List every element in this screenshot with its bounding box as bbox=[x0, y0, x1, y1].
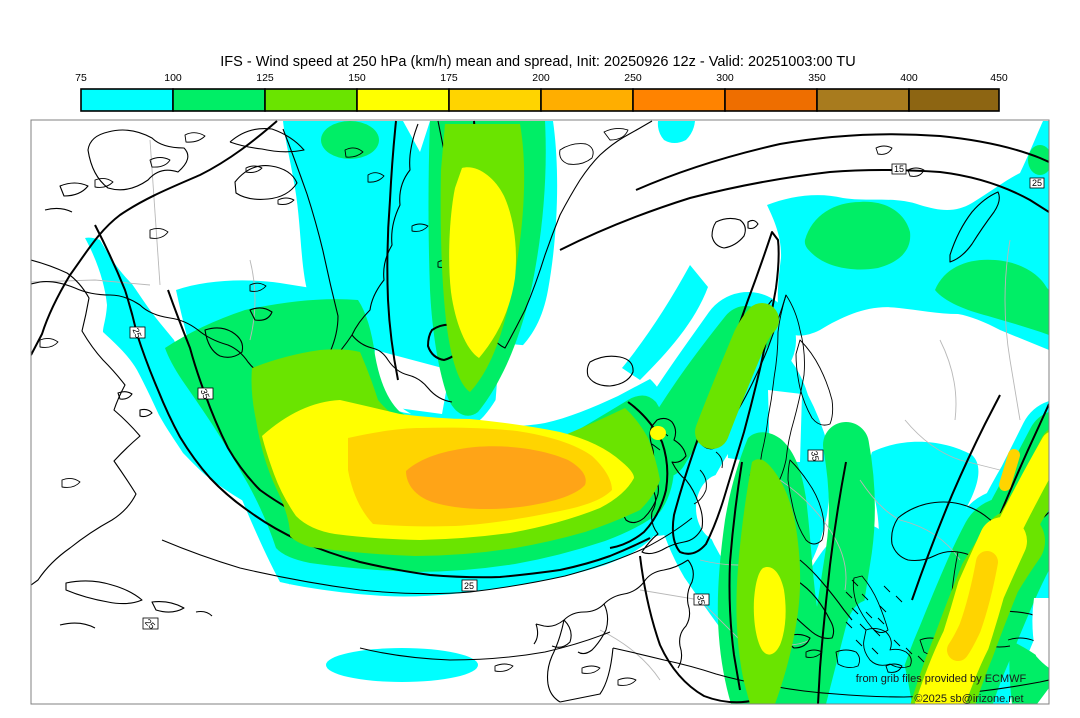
svg-text:125: 125 bbox=[256, 72, 274, 84]
svg-text:150: 150 bbox=[348, 72, 366, 84]
svg-text:35: 35 bbox=[695, 594, 707, 606]
svg-text:300: 300 bbox=[716, 72, 734, 84]
svg-text:250: 250 bbox=[624, 72, 642, 84]
svg-text:IFS - Wind speed at 250 hPa (k: IFS - Wind speed at 250 hPa (km/h) mean … bbox=[220, 54, 855, 70]
svg-text:35: 35 bbox=[809, 450, 821, 462]
svg-text:©2025 sb@irizone.net: ©2025 sb@irizone.net bbox=[914, 693, 1023, 705]
svg-text:100: 100 bbox=[164, 72, 182, 84]
svg-text:25: 25 bbox=[464, 581, 474, 591]
svg-text:25: 25 bbox=[130, 326, 143, 339]
svg-text:from grib files provided by EC: from grib files provided by ECMWF bbox=[856, 673, 1027, 685]
svg-text:175: 175 bbox=[440, 72, 458, 84]
svg-text:350: 350 bbox=[808, 72, 826, 84]
svg-text:400: 400 bbox=[900, 72, 918, 84]
svg-text:75: 75 bbox=[75, 72, 87, 84]
svg-text:450: 450 bbox=[990, 72, 1008, 84]
svg-text:25: 25 bbox=[1032, 178, 1042, 188]
svg-text:35: 35 bbox=[198, 387, 211, 400]
svg-text:200: 200 bbox=[532, 72, 550, 84]
svg-text:15: 15 bbox=[894, 164, 904, 174]
